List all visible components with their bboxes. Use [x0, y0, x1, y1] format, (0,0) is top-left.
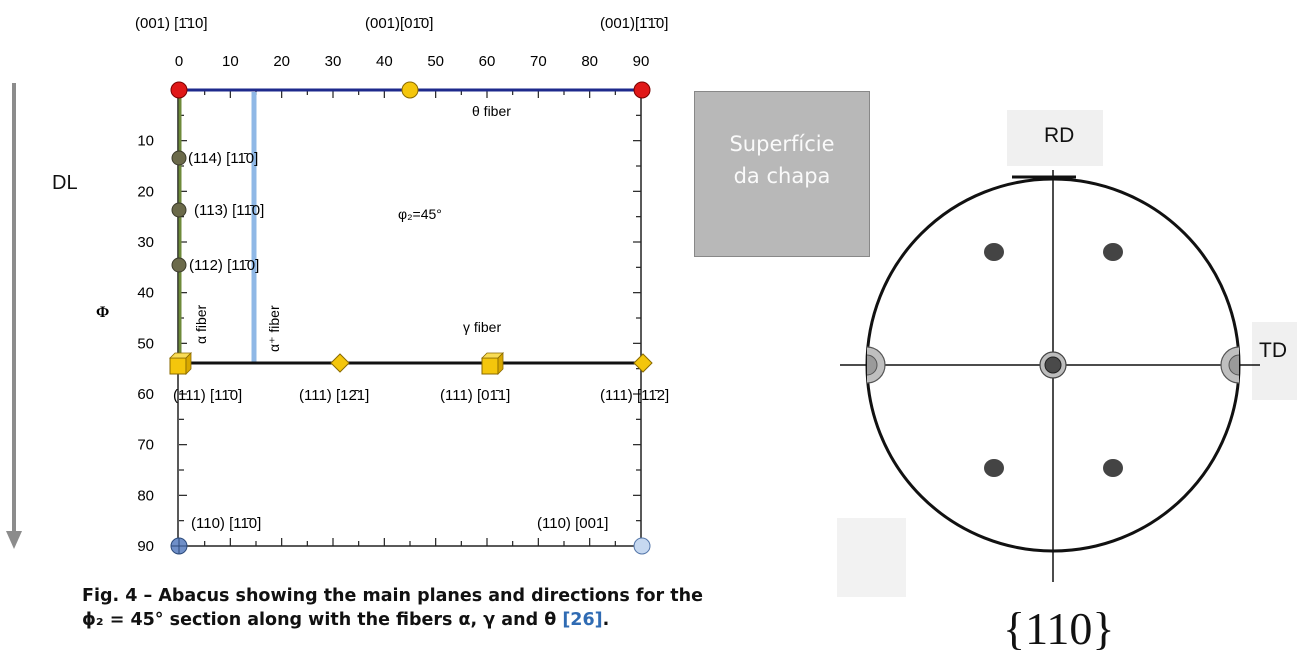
plane-family-label: {110}	[1003, 603, 1115, 654]
marker-red-0	[170, 81, 188, 99]
top-label-90: (001)[1̄1̄0]	[600, 15, 668, 32]
phi1-tick-label: 90	[633, 53, 650, 70]
Phi-tick-labels: 10 20 30 40 50 60 70 80 90	[137, 133, 154, 555]
marker-diamond-121	[330, 353, 350, 373]
phi1-tick-label: 30	[325, 53, 342, 70]
pole-center	[1044, 356, 1062, 374]
label-110-001: (110) [001]	[537, 515, 608, 532]
marker-cube-0	[169, 352, 192, 375]
caption-reference-link[interactable]: [26]	[562, 610, 603, 630]
label-111-121: (111) [12̄1]	[299, 387, 369, 404]
Phi-tick-label: 40	[137, 285, 154, 302]
pole-figure	[840, 170, 1260, 582]
Phi-tick-label: 20	[137, 183, 154, 200]
marker-114	[171, 150, 187, 166]
marker-diamond-112	[633, 353, 653, 373]
caption-math: ϕ₂ = 45°	[82, 610, 164, 630]
Phi-tick-label: 10	[137, 133, 154, 150]
phi1-tick-label: 0	[175, 53, 183, 70]
gamma-fiber-label: γ fiber	[463, 319, 501, 335]
Phi-tick-label: 50	[137, 335, 154, 352]
caption-end: .	[602, 610, 610, 630]
marker-cube-011	[481, 352, 504, 375]
label-113: (113) [11̄0]	[194, 202, 264, 219]
surface-box-line1: Superfície	[729, 132, 835, 156]
theta-fiber-label: θ fiber	[472, 103, 511, 119]
pole-lower-right	[1103, 459, 1123, 477]
alpha-plus-fiber-label: α⁺ fiber	[266, 305, 282, 352]
alpha-fiber-label: α fiber	[193, 304, 209, 344]
marker-113	[171, 202, 187, 218]
label-114: (114) [11̄0]	[188, 150, 258, 167]
Phi-tick-label: 90	[137, 538, 154, 555]
marker-yellow-45	[401, 81, 419, 99]
label-110-110: (110) [11̄0]	[191, 515, 261, 532]
td-label-background	[1252, 322, 1297, 400]
label-111-011: (111) [01̄1]	[440, 387, 510, 404]
caption-text-1: Fig. 4 – Abacus showing the main planes …	[82, 586, 703, 606]
dl-label: DL	[52, 172, 78, 194]
td-label: TD	[1259, 339, 1287, 362]
rd-label: RD	[1044, 124, 1075, 147]
surface-box-line2: da chapa	[733, 164, 831, 188]
marker-110-001	[633, 537, 651, 555]
blank-patch	[837, 518, 906, 597]
phi1-tick-label: 40	[376, 53, 393, 70]
phi1-tick-label: 20	[273, 53, 290, 70]
phi1-tick-label: 10	[222, 53, 239, 70]
marker-112	[171, 257, 187, 273]
abacus-diagram: (001) [1̄10] (001)[01̄0] (001)[1̄1̄0] 0 1…	[6, 15, 669, 555]
top-label-0: (001) [1̄10]	[135, 15, 208, 32]
surface-box: Superfície da chapa	[694, 91, 870, 257]
label-111-110: (111) [11̄0]	[173, 387, 242, 404]
pole-half-right-inner	[1228, 354, 1240, 376]
phi1-tick-labels: 0 10 20 30 40 50 60 70 80 90	[175, 53, 650, 70]
caption-text-2: section along with the fibers α, γ and θ	[163, 610, 563, 630]
top-label-45: (001)[01̄0]	[365, 15, 433, 32]
label-112: (112) [11̄0]	[189, 257, 259, 274]
figure-caption: Fig. 4 – Abacus showing the main planes …	[82, 584, 722, 632]
pole-half-left-inner	[866, 354, 878, 376]
Phi-tick-label: 80	[137, 487, 154, 504]
Phi-tick-label: 60	[137, 386, 154, 403]
pole-upper-right	[1103, 243, 1123, 261]
phi1-tick-label: 80	[581, 53, 598, 70]
pole-lower-left	[984, 459, 1004, 477]
Phi-tick-label: 30	[137, 234, 154, 251]
Phi-tick-label: 70	[137, 437, 154, 454]
marker-110-110	[170, 537, 188, 555]
rd-label-background	[1007, 110, 1103, 166]
phi1-tick-label: 70	[530, 53, 547, 70]
phi1-tick-label: 50	[427, 53, 444, 70]
label-111-112: (111) [11̄2]	[600, 387, 669, 404]
Phi-axis-label: Φ	[96, 304, 109, 321]
pole-upper-left	[984, 243, 1004, 261]
phi1-tick-label: 60	[479, 53, 496, 70]
section-label: φ₂=45°	[398, 206, 442, 222]
marker-red-90	[633, 81, 651, 99]
dl-arrow	[6, 83, 22, 549]
